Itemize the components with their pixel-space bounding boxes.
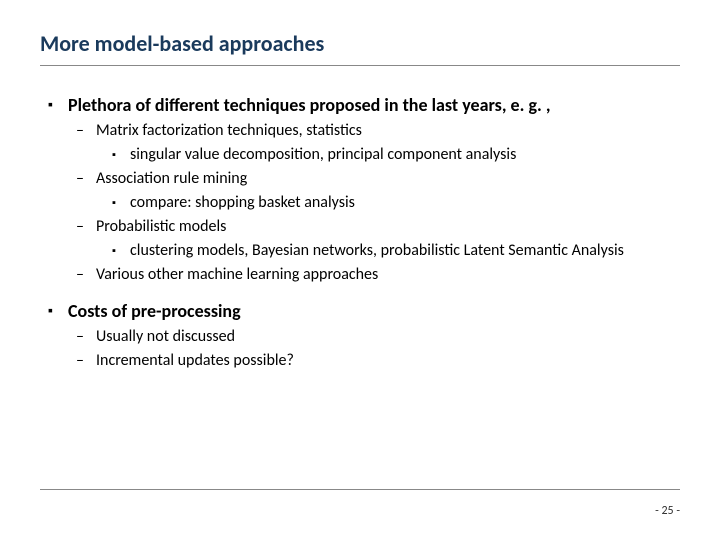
bullet-text: clustering models, Bayesian networks, pr… <box>130 240 624 262</box>
bullet-l2: – Various other machine learning approac… <box>76 264 680 286</box>
bullet-l2: – Matrix factorization techniques, stati… <box>76 120 680 142</box>
bullet-text: Probabilistic models <box>96 216 226 238</box>
bullet-text: Plethora of different techniques propose… <box>68 94 551 116</box>
bullet-text: compare: shopping basket analysis <box>130 192 355 214</box>
bullet-l3: ▪ clustering models, Bayesian networks, … <box>112 240 680 262</box>
bullet-text: Incremental updates possible? <box>96 350 294 372</box>
slide-title: More model-based approaches <box>40 30 680 66</box>
bullet-text: singular value decomposition, principal … <box>130 144 516 166</box>
slide: More model-based approaches ▪ Plethora o… <box>0 0 720 540</box>
bullet-l1: ▪ Plethora of different techniques propo… <box>48 94 680 116</box>
bullet-l1: ▪ Costs of pre-processing <box>48 300 680 322</box>
dash-bullet-icon: – <box>76 326 96 348</box>
dash-bullet-icon: – <box>76 168 96 190</box>
bullet-l2: – Usually not discussed <box>76 326 680 348</box>
spacer <box>48 286 680 294</box>
bullet-l2: – Incremental updates possible? <box>76 350 680 372</box>
bullet-text: Matrix factorization techniques, statist… <box>96 120 362 142</box>
bullet-l2: – Association rule mining <box>76 168 680 190</box>
square-bullet-icon: ▪ <box>112 144 130 166</box>
bullet-l2: – Probabilistic models <box>76 216 680 238</box>
dash-bullet-icon: – <box>76 216 96 238</box>
dash-bullet-icon: – <box>76 120 96 142</box>
square-bullet-icon: ▪ <box>112 192 130 214</box>
dash-bullet-icon: – <box>76 350 96 372</box>
bullet-text: Various other machine learning approache… <box>96 264 378 286</box>
square-bullet-icon: ▪ <box>112 240 130 262</box>
bullet-text: Association rule mining <box>96 168 247 190</box>
bullet-text: Costs of pre-processing <box>68 300 241 322</box>
square-bullet-icon: ▪ <box>48 300 68 322</box>
slide-content: ▪ Plethora of different techniques propo… <box>40 94 680 372</box>
bullet-l3: ▪ singular value decomposition, principa… <box>112 144 680 166</box>
square-bullet-icon: ▪ <box>48 94 68 116</box>
bullet-l3: ▪ compare: shopping basket analysis <box>112 192 680 214</box>
footer-rule <box>40 489 680 490</box>
dash-bullet-icon: – <box>76 264 96 286</box>
bullet-text: Usually not discussed <box>96 326 235 348</box>
page-number: - 25 - <box>655 504 680 518</box>
